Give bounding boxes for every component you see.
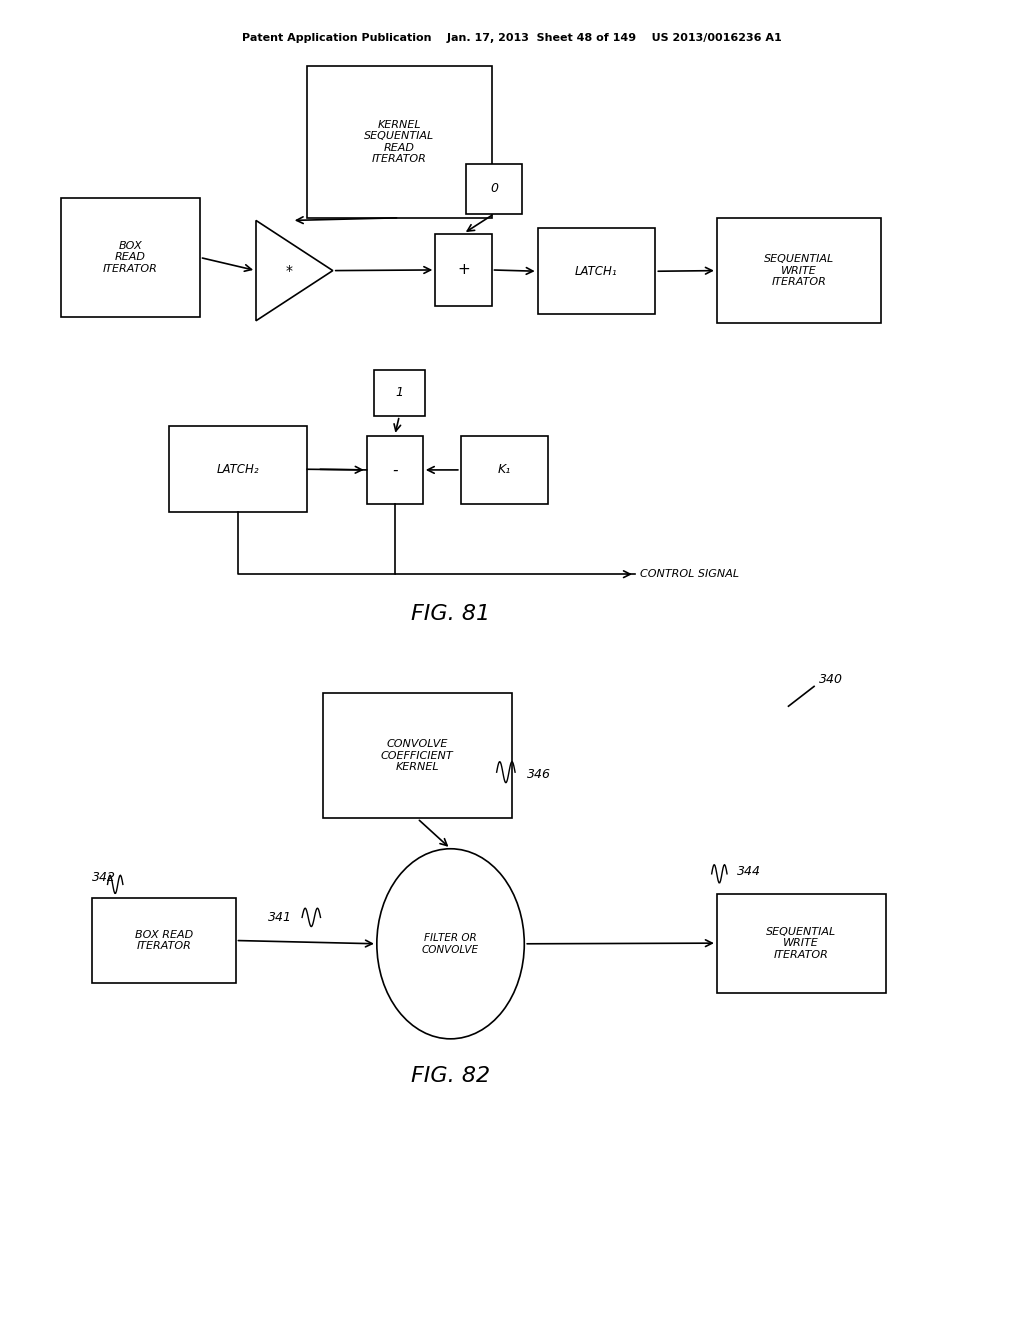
Text: 340: 340 (819, 673, 843, 686)
Text: *: * (286, 264, 292, 277)
Text: FIG. 82: FIG. 82 (411, 1065, 490, 1086)
FancyBboxPatch shape (92, 898, 236, 983)
Text: CONVOLVE
COEFFICIENT
KERNEL: CONVOLVE COEFFICIENT KERNEL (381, 739, 454, 772)
FancyBboxPatch shape (538, 228, 655, 314)
Text: K₁: K₁ (498, 463, 511, 477)
FancyBboxPatch shape (367, 436, 423, 504)
FancyBboxPatch shape (61, 198, 200, 317)
Text: +: + (457, 263, 470, 277)
FancyBboxPatch shape (435, 234, 492, 306)
Text: FIG. 81: FIG. 81 (411, 603, 490, 624)
Text: 344: 344 (737, 865, 761, 878)
Text: 342: 342 (92, 871, 116, 884)
Text: LATCH₁: LATCH₁ (575, 265, 617, 277)
Text: BOX
READ
ITERATOR: BOX READ ITERATOR (103, 240, 158, 275)
FancyBboxPatch shape (461, 436, 548, 504)
FancyBboxPatch shape (717, 218, 881, 323)
FancyBboxPatch shape (307, 66, 492, 218)
Text: LATCH₂: LATCH₂ (217, 463, 259, 475)
Text: 346: 346 (527, 768, 551, 781)
FancyBboxPatch shape (169, 426, 307, 512)
Text: 341: 341 (268, 911, 292, 924)
Text: 0: 0 (490, 182, 498, 195)
FancyBboxPatch shape (374, 370, 425, 416)
Text: KERNEL
SEQUENTIAL
READ
ITERATOR: KERNEL SEQUENTIAL READ ITERATOR (365, 120, 434, 164)
Text: CONTROL SIGNAL: CONTROL SIGNAL (640, 569, 739, 579)
Text: FILTER OR
CONVOLVE: FILTER OR CONVOLVE (422, 933, 479, 954)
Text: BOX READ
ITERATOR: BOX READ ITERATOR (135, 929, 193, 952)
FancyBboxPatch shape (323, 693, 512, 818)
Text: SEQUENTIAL
WRITE
ITERATOR: SEQUENTIAL WRITE ITERATOR (764, 253, 834, 288)
Text: SEQUENTIAL
WRITE
ITERATOR: SEQUENTIAL WRITE ITERATOR (766, 927, 837, 960)
Text: -: - (392, 462, 397, 478)
FancyBboxPatch shape (466, 164, 522, 214)
Text: 1: 1 (395, 387, 403, 399)
Text: Patent Application Publication    Jan. 17, 2013  Sheet 48 of 149    US 2013/0016: Patent Application Publication Jan. 17, … (242, 33, 782, 44)
FancyBboxPatch shape (717, 894, 886, 993)
